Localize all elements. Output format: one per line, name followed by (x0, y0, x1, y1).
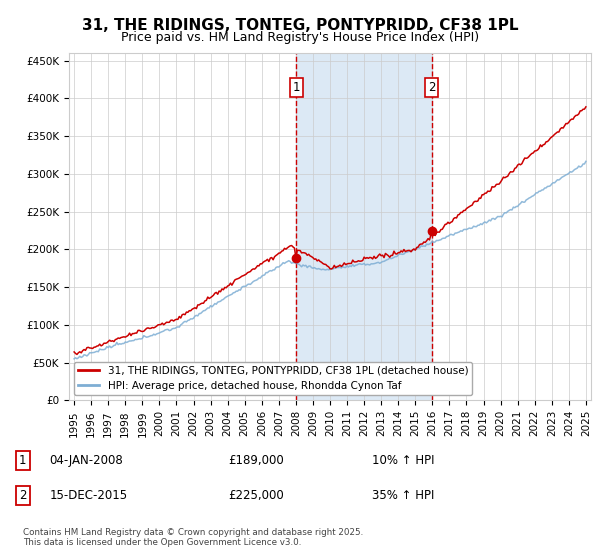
Legend: 31, THE RIDINGS, TONTEG, PONTYPRIDD, CF38 1PL (detached house), HPI: Average pri: 31, THE RIDINGS, TONTEG, PONTYPRIDD, CF3… (74, 362, 472, 395)
Text: Price paid vs. HM Land Registry's House Price Index (HPI): Price paid vs. HM Land Registry's House … (121, 31, 479, 44)
Bar (296, 53, 431, 400)
Text: Contains HM Land Registry data © Crown copyright and database right 2025.
This d: Contains HM Land Registry data © Crown c… (23, 528, 363, 547)
Text: £189,000: £189,000 (228, 454, 284, 467)
Text: 1: 1 (292, 81, 300, 94)
Text: 15-DEC-2015: 15-DEC-2015 (49, 489, 127, 502)
Text: 2: 2 (428, 81, 436, 94)
Text: 10% ↑ HPI: 10% ↑ HPI (372, 454, 434, 467)
Text: £225,000: £225,000 (228, 489, 284, 502)
Text: 35% ↑ HPI: 35% ↑ HPI (372, 489, 434, 502)
Text: 2: 2 (19, 489, 26, 502)
Text: 1: 1 (19, 454, 26, 467)
Text: 04-JAN-2008: 04-JAN-2008 (49, 454, 123, 467)
Text: 31, THE RIDINGS, TONTEG, PONTYPRIDD, CF38 1PL: 31, THE RIDINGS, TONTEG, PONTYPRIDD, CF3… (82, 18, 518, 33)
